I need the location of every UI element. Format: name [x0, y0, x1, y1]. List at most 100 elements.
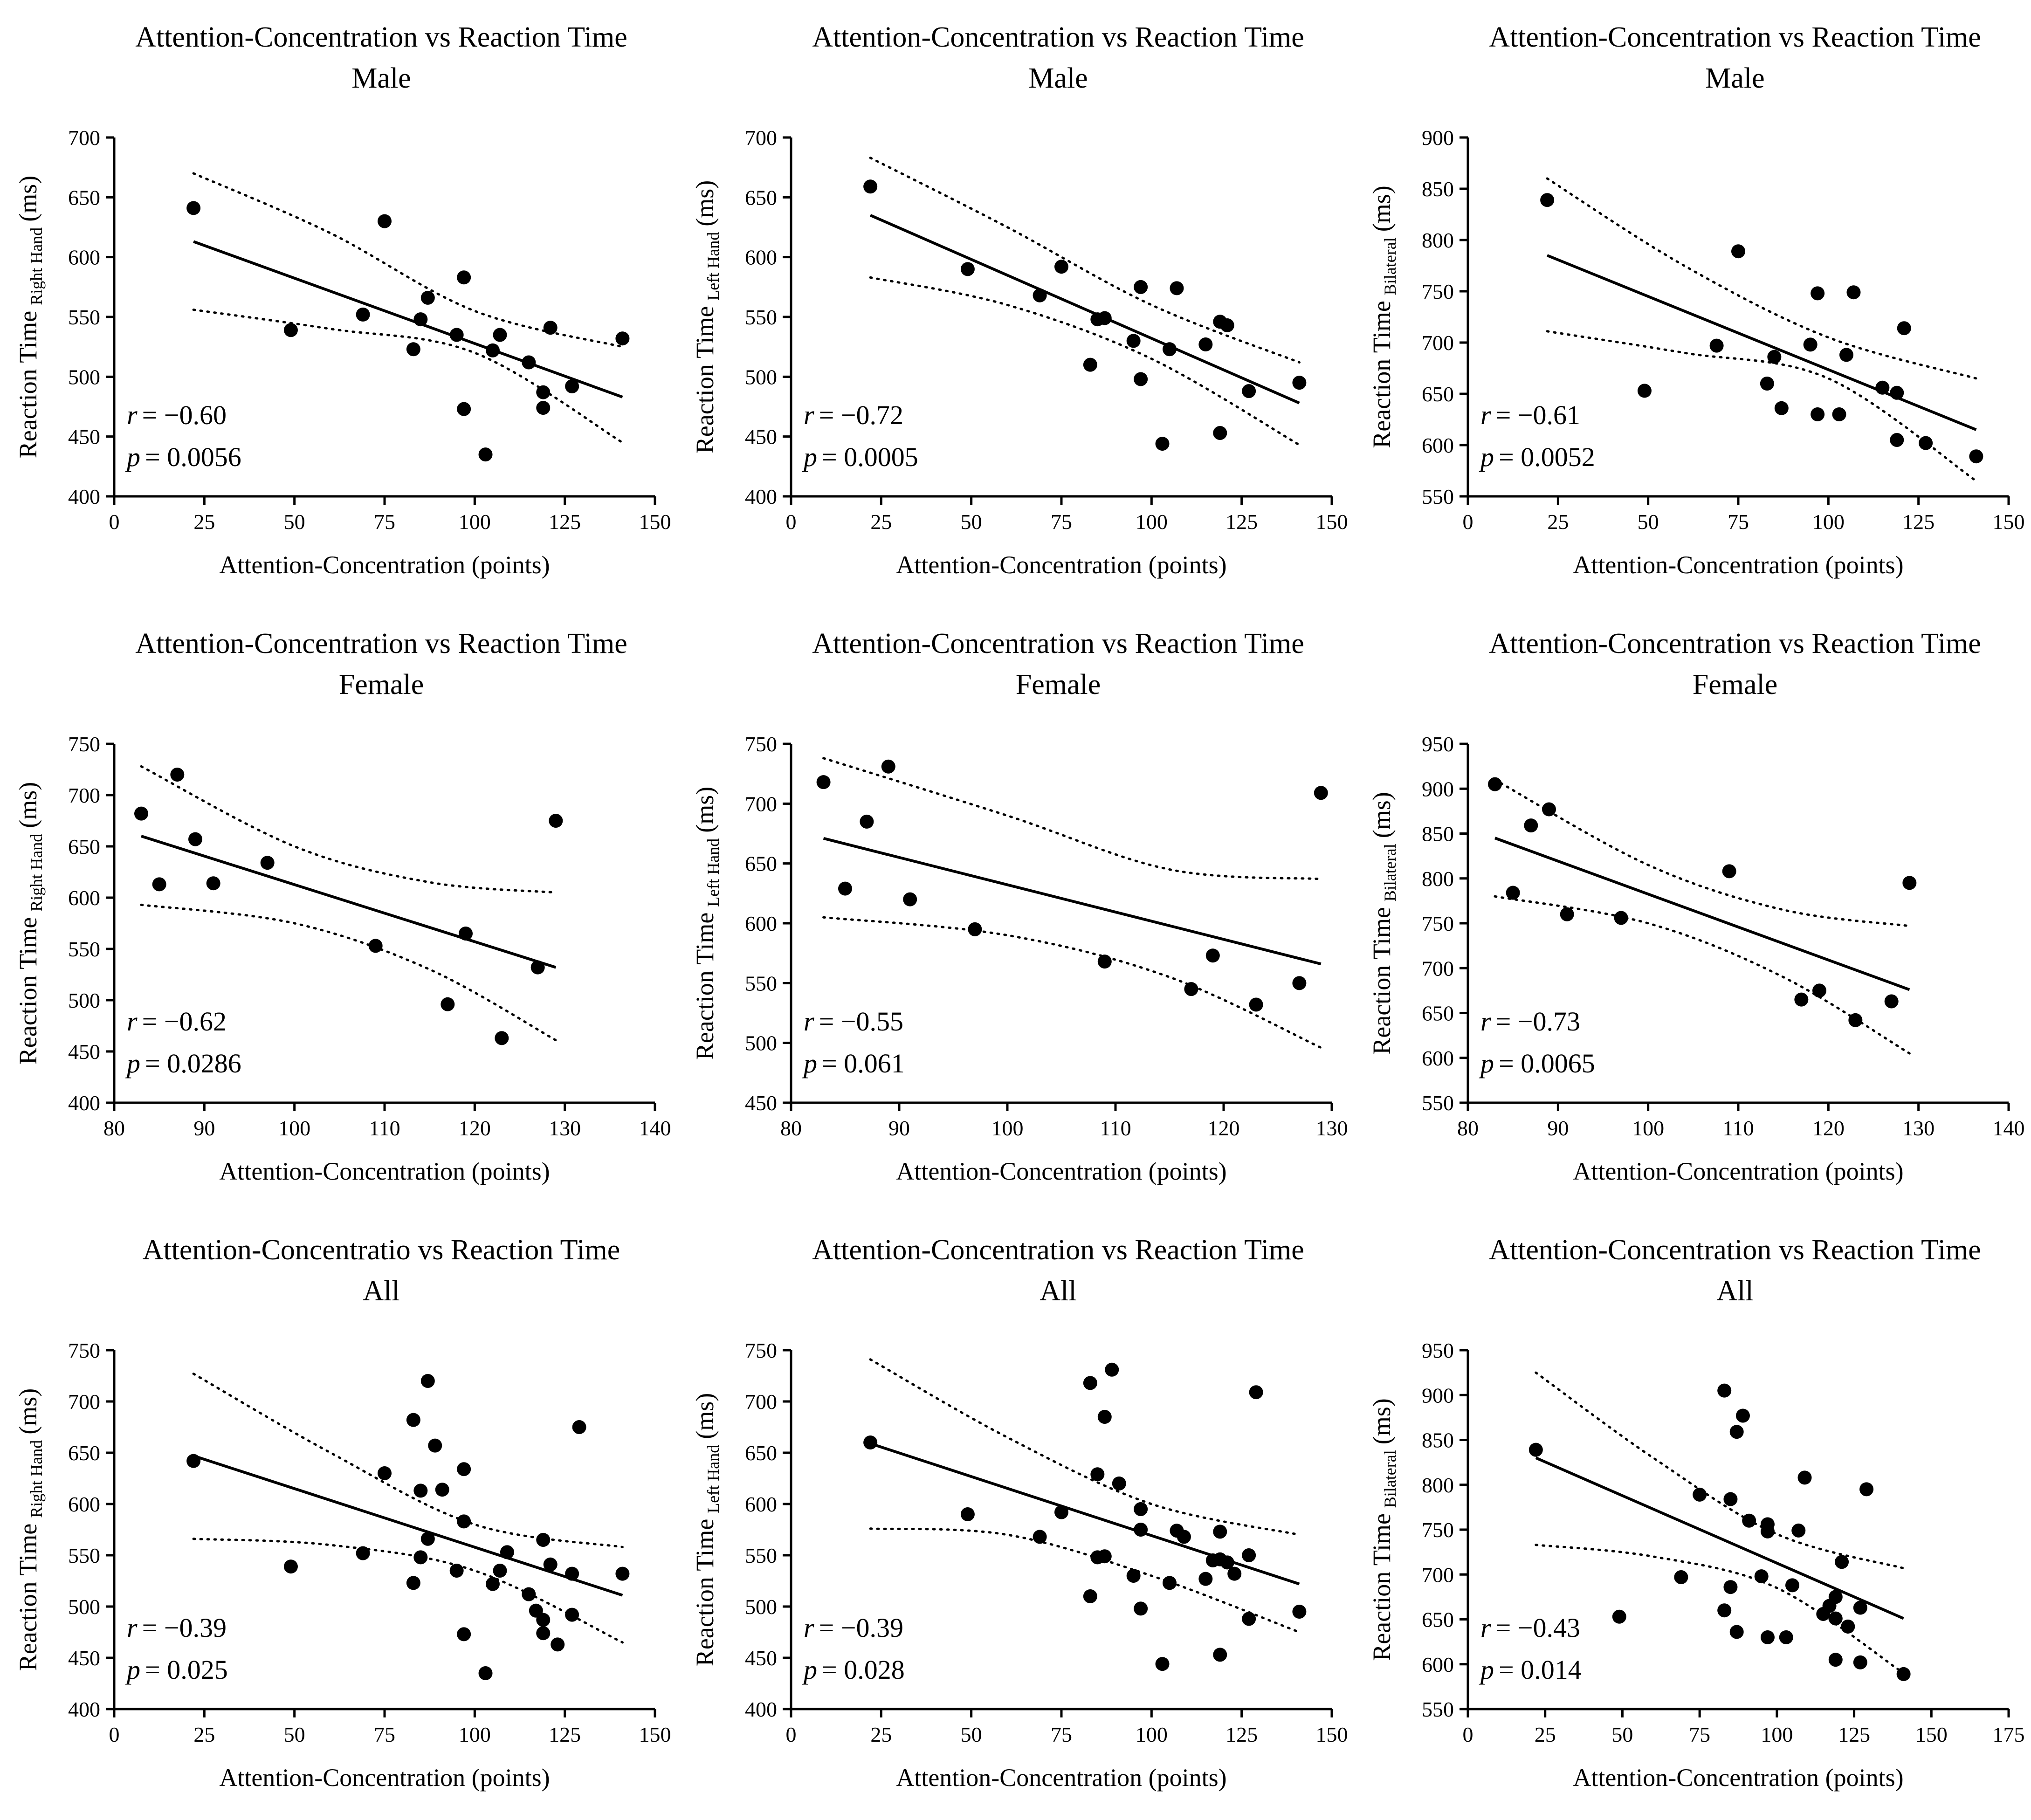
y-axis-title-main: Reaction Time: [14, 1524, 42, 1671]
y-tick-label: 550: [68, 937, 100, 961]
x-tick-label: 110: [369, 1116, 400, 1140]
data-point: [1884, 994, 1899, 1009]
x-tick-label: 100: [278, 1116, 310, 1140]
data-point: [1794, 992, 1809, 1007]
x-tick-label: 80: [103, 1116, 125, 1140]
y-axis-title-sub: Right Hand: [27, 227, 46, 305]
regression-line: [193, 240, 623, 398]
data-point: [615, 1566, 630, 1581]
data-point: [1097, 1410, 1112, 1424]
data-point: [1760, 1630, 1775, 1644]
scatter-plot: Attention-Concentration vs Reaction Time…: [691, 628, 1348, 1185]
data-point: [1890, 385, 1904, 400]
data-point: [1614, 911, 1628, 925]
x-tick-label: 100: [459, 510, 491, 534]
data-point: [1717, 1383, 1732, 1398]
data-point: [449, 328, 464, 342]
r-statistic: r = −0.72: [804, 400, 903, 430]
scatter-plot: Attention-Concentration vs Reaction Time…: [691, 1234, 1348, 1792]
scatter-plot: Attention-Concentration vs Reaction Time…: [14, 21, 671, 579]
data-point: [1729, 1425, 1744, 1439]
x-tick-label: 50: [1611, 1723, 1633, 1746]
data-point: [457, 402, 471, 416]
y-axis-title-unit: (ms): [14, 782, 42, 828]
data-point: [536, 385, 551, 399]
chart-subtitle: All: [363, 1275, 399, 1307]
x-tick-label: 150: [639, 510, 671, 534]
y-tick-label: 700: [68, 1390, 100, 1414]
data-point: [536, 1613, 551, 1627]
data-point: [536, 401, 551, 415]
data-point: [1242, 1612, 1256, 1626]
data-point: [551, 1637, 565, 1652]
x-tick-label: 0: [1463, 1723, 1473, 1746]
x-tick-label: 175: [1993, 1723, 2025, 1746]
data-point: [420, 290, 435, 305]
data-point: [960, 1507, 975, 1521]
x-tick-label: 25: [193, 1723, 215, 1746]
data-point: [260, 856, 275, 870]
x-tick-label: 125: [1838, 1723, 1870, 1746]
data-point: [1083, 357, 1097, 372]
data-point: [478, 1666, 493, 1680]
x-tick-label: 125: [1902, 510, 1935, 534]
y-tick-label: 650: [745, 1441, 777, 1465]
data-point: [565, 379, 579, 393]
data-point: [413, 1483, 428, 1498]
data-point: [1134, 372, 1148, 386]
y-axis-title: Reaction Time Left Hand (ms): [691, 180, 723, 453]
x-tick-label: 100: [1136, 510, 1168, 534]
p-symbol: p: [125, 1048, 140, 1078]
r-symbol: r: [127, 1006, 138, 1037]
data-point: [1126, 334, 1141, 348]
ci-upper-line: [140, 765, 557, 894]
scatter-plot: Attention-Concentration vs Reaction Time…: [1368, 21, 2025, 579]
ci-lower-line: [869, 1527, 1301, 1634]
r-symbol: r: [804, 1006, 814, 1037]
ci-upper-line: [192, 172, 624, 348]
data-point: [206, 876, 220, 891]
data-point: [1097, 1549, 1112, 1564]
data-point: [1292, 376, 1307, 390]
data-point: [500, 1545, 514, 1559]
y-axis-title: Reaction Time Right Hand (ms): [14, 176, 46, 459]
x-tick-label: 125: [1225, 1723, 1258, 1746]
x-axis-title: Attention-Concentration (points): [219, 1157, 550, 1185]
data-point: [449, 1564, 464, 1578]
data-point: [1112, 1477, 1126, 1490]
y-axis-title-sub: Left Hand: [704, 838, 723, 907]
p-value: = 0.025: [145, 1655, 228, 1685]
x-tick-label: 0: [786, 1723, 797, 1746]
chart-panel: Attention-Concentration vs Reaction Time…: [1354, 0, 2031, 606]
data-point: [1637, 384, 1652, 398]
x-tick-label: 140: [1993, 1116, 2025, 1140]
x-tick-label: 120: [1208, 1116, 1240, 1140]
y-tick-label: 550: [1422, 1091, 1454, 1115]
data-point: [134, 806, 148, 821]
data-point: [1897, 321, 1911, 336]
data-point: [1785, 1578, 1799, 1593]
y-axis-title-unit: (ms): [14, 176, 42, 222]
data-point: [478, 447, 493, 462]
data-point: [1213, 426, 1227, 440]
data-point: [1612, 1609, 1626, 1624]
data-point: [1969, 449, 1983, 464]
data-point: [1054, 1505, 1068, 1519]
p-statistic: p = 0.0065: [1479, 1048, 1595, 1078]
p-value: = 0.028: [822, 1655, 905, 1685]
y-tick-label: 800: [1422, 1473, 1454, 1497]
x-axis-title: Attention-Concentration (points): [896, 551, 1226, 579]
p-symbol: p: [1479, 442, 1494, 472]
data-point: [1198, 1572, 1213, 1586]
y-axis-title: Reaction Time Bilateral (ms): [1368, 1398, 1399, 1661]
data-point: [1155, 1657, 1170, 1671]
y-tick-label: 750: [745, 732, 777, 756]
y-axis-title-sub: Bilateral: [1381, 844, 1399, 901]
chart-subtitle: Male: [351, 62, 411, 94]
y-axis-title-main: Reaction Time: [691, 306, 719, 454]
data-point: [1220, 318, 1234, 332]
y-tick-label: 700: [745, 792, 777, 816]
y-tick-label: 850: [1422, 1429, 1454, 1452]
y-axis-title-unit: (ms): [691, 787, 719, 833]
y-tick-label: 450: [745, 1091, 777, 1115]
